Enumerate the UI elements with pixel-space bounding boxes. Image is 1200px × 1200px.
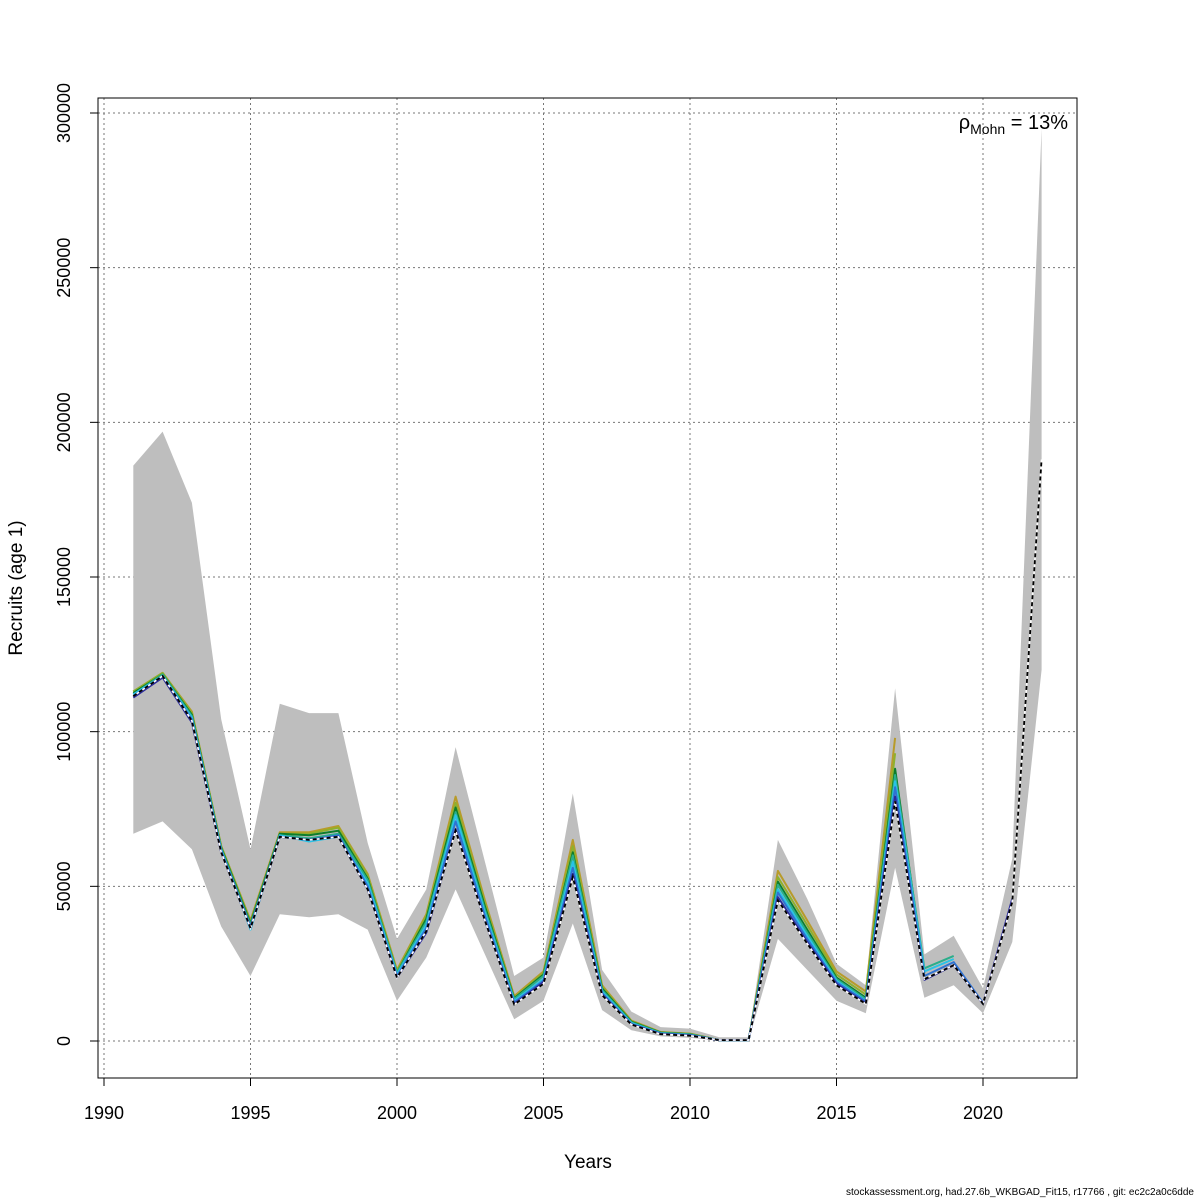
rho-subscript: Mohn — [970, 121, 1005, 137]
x-tick-label-2005: 2005 — [523, 1103, 563, 1123]
x-tick-label-2020: 2020 — [963, 1103, 1003, 1123]
series-line-0 — [132, 459, 1043, 1041]
rho-value: = 13% — [1005, 112, 1068, 134]
grid — [98, 98, 1077, 1078]
confidence-band-area — [133, 128, 1042, 1041]
y-tick-label-0: 0 — [54, 1036, 74, 1046]
x-tick-label-2000: 2000 — [377, 1103, 417, 1123]
x-axis: 1990 1995 2000 2005 2010 2015 2020 — [84, 1077, 1003, 1123]
x-tick-label-1990: 1990 — [84, 1103, 124, 1123]
y-axis-title: Recruits (age 1) — [6, 520, 27, 655]
y-tick-label-50000: 50000 — [54, 861, 74, 911]
confidence-band — [133, 128, 1042, 1041]
y-tick-label-250000: 250000 — [54, 238, 74, 298]
mohn-rho-annotation: ρMohn = 13% — [959, 112, 1068, 137]
x-tick-label-2010: 2010 — [670, 1103, 710, 1123]
y-axis: 0 50000 100000 150000 200000 250000 300000 — [54, 83, 99, 1046]
y-tick-label-100000: 100000 — [54, 702, 74, 762]
x-tick-label-2015: 2015 — [816, 1103, 856, 1123]
y-tick-label-200000: 200000 — [54, 392, 74, 452]
footer-source: stockassessment.org, had.27.6b_WKBGAD_Fi… — [846, 1187, 1194, 1198]
y-tick-label-300000: 300000 — [54, 83, 74, 143]
rho-symbol: ρ — [959, 112, 970, 134]
series-lines — [132, 459, 1043, 1042]
x-tick-label-1995: 1995 — [230, 1103, 270, 1123]
y-tick-label-150000: 150000 — [54, 547, 74, 607]
x-axis-title: Years — [564, 1152, 612, 1173]
